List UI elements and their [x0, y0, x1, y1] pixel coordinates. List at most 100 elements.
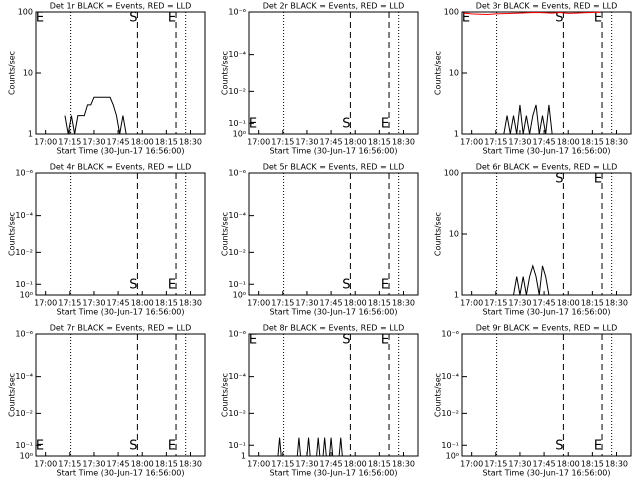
marker-label: E — [168, 278, 176, 293]
x-tick-label: 18:00 — [131, 138, 154, 147]
panel-title: Det 2r BLACK = Events, RED = LLD — [263, 2, 405, 11]
y-tick-label: 10⁻² — [228, 409, 246, 418]
x-tick-label: 18:15 — [155, 299, 178, 308]
y-tick-label: 10⁻⁴ — [228, 211, 246, 220]
panel-title: Det 3r BLACK = Events, RED = LLD — [476, 2, 618, 11]
x-tick-label: 18:30 — [392, 299, 415, 308]
y-tick-label: 10⁻⁴ — [15, 372, 33, 381]
y-tick-label: 10 — [23, 69, 33, 78]
y-axis-label: Counts/sec — [8, 212, 17, 256]
x-tick-label: 18:30 — [179, 299, 202, 308]
y-tick-label: 10⁻² — [441, 409, 459, 418]
x-tick-label: 17:15 — [271, 460, 294, 469]
x-tick-label: 17:30 — [508, 138, 531, 147]
x-tick-label: 18:15 — [368, 299, 391, 308]
x-tick-label: 17:30 — [295, 138, 318, 147]
marker-label: S — [129, 439, 137, 454]
y-tick-label: 10⁻⁶ — [441, 330, 459, 339]
series-line — [64, 96, 130, 135]
corner-label: E — [249, 333, 257, 348]
x-tick-label: 17:15 — [484, 138, 507, 147]
x-axis-label: Start Time (30-Jun-17 16:56:00) — [483, 147, 611, 156]
x-tick-label: 18:30 — [605, 460, 628, 469]
x-tick-label: 17:15 — [271, 299, 294, 308]
y-tick-label: 10⁻¹ — [228, 119, 246, 128]
y-tick-label: 100 — [444, 8, 459, 17]
x-tick-label: 17:00 — [460, 460, 483, 469]
x-tick-label: 18:00 — [344, 138, 367, 147]
y-tick-label: 10⁰ — [446, 452, 459, 461]
panel-title: Det 9r BLACK = Events, RED = LLD — [476, 324, 618, 333]
plot-frame — [248, 11, 419, 135]
y-tick-label: 10⁻⁶ — [15, 169, 33, 178]
plot-frame — [35, 172, 206, 296]
y-axis-label: Counts/sec — [221, 373, 230, 417]
x-tick-label: 17:15 — [271, 138, 294, 147]
y-axis-label: Counts/sec — [434, 373, 443, 417]
panel-title: Det 4r BLACK = Events, RED = LLD — [50, 163, 192, 172]
x-axis-label: Start Time (30-Jun-17 16:56:00) — [57, 469, 185, 478]
series-line — [503, 104, 556, 135]
panel-title: Det 5r BLACK = Events, RED = LLD — [263, 163, 405, 172]
x-tick-label: 17:30 — [82, 138, 105, 147]
y-tick-label: 10⁻⁶ — [228, 169, 246, 178]
panel-title: Det 1r BLACK = Events, RED = LLD — [50, 2, 192, 11]
y-tick-label: 10⁰ — [233, 130, 246, 139]
x-tick-label: 17:45 — [320, 460, 343, 469]
x-tick-label: 17:30 — [82, 460, 105, 469]
y-tick-label: 10⁻⁴ — [228, 372, 246, 381]
x-tick-label: 17:45 — [320, 138, 343, 147]
y-tick-label: 10⁻⁴ — [15, 211, 33, 220]
panel-title: Det 8r BLACK = Events, RED = LLD — [263, 324, 405, 333]
x-tick-label: 17:45 — [107, 299, 130, 308]
x-tick-label: 17:00 — [247, 299, 270, 308]
plot-frame — [35, 333, 206, 457]
y-axis-label: Counts/sec — [8, 373, 17, 417]
y-axis-label: Counts/sec — [221, 51, 230, 95]
x-tick-label: 17:00 — [460, 299, 483, 308]
marker-label: E — [594, 439, 602, 454]
plot-frame — [248, 333, 419, 457]
x-tick-label: 18:30 — [392, 138, 415, 147]
corner-label: E — [249, 117, 257, 132]
x-tick-label: 18:00 — [557, 460, 580, 469]
x-tick-label: 18:00 — [344, 460, 367, 469]
x-tick-label: 17:00 — [247, 460, 270, 469]
x-tick-label: 18:00 — [131, 299, 154, 308]
series-line — [277, 437, 343, 457]
y-tick-label: 10⁻¹ — [228, 441, 246, 450]
x-tick-label: 18:30 — [179, 138, 202, 147]
x-axis-label: Start Time (30-Jun-17 16:56:00) — [270, 308, 398, 317]
x-tick-label: 18:15 — [368, 460, 391, 469]
corner-label: E — [36, 11, 44, 26]
x-axis-label: Start Time (30-Jun-17 16:56:00) — [57, 147, 185, 156]
x-tick-label: 17:00 — [460, 138, 483, 147]
x-tick-label: 17:45 — [107, 138, 130, 147]
marker-label: S — [555, 172, 563, 187]
x-tick-label: 18:15 — [368, 138, 391, 147]
x-tick-label: 17:30 — [295, 460, 318, 469]
marker-label: E — [594, 11, 602, 26]
marker-label: S — [129, 11, 137, 26]
y-tick-label: 10⁻⁶ — [228, 330, 246, 339]
x-tick-label: 17:00 — [34, 299, 57, 308]
x-tick-label: 18:15 — [581, 460, 604, 469]
x-tick-label: 17:15 — [484, 299, 507, 308]
marker-label: E — [168, 11, 176, 26]
x-tick-label: 18:15 — [581, 138, 604, 147]
x-tick-label: 18:00 — [131, 460, 154, 469]
y-tick-label: 10⁻² — [228, 248, 246, 257]
y-tick-label: 10 — [449, 230, 459, 239]
marker-label: S — [342, 278, 350, 293]
x-tick-label: 17:45 — [533, 299, 556, 308]
y-tick-label: 10⁰ — [233, 291, 246, 300]
marker-label: E — [381, 333, 389, 348]
y-axis-label: Counts/sec — [434, 51, 443, 95]
y-tick-label: 10⁻¹ — [15, 280, 33, 289]
marker-label: E — [594, 172, 602, 187]
y-tick-label: 10⁻¹ — [228, 280, 246, 289]
corner-label: E — [36, 439, 44, 454]
marker-label: S — [555, 11, 563, 26]
x-tick-label: 17:30 — [82, 299, 105, 308]
